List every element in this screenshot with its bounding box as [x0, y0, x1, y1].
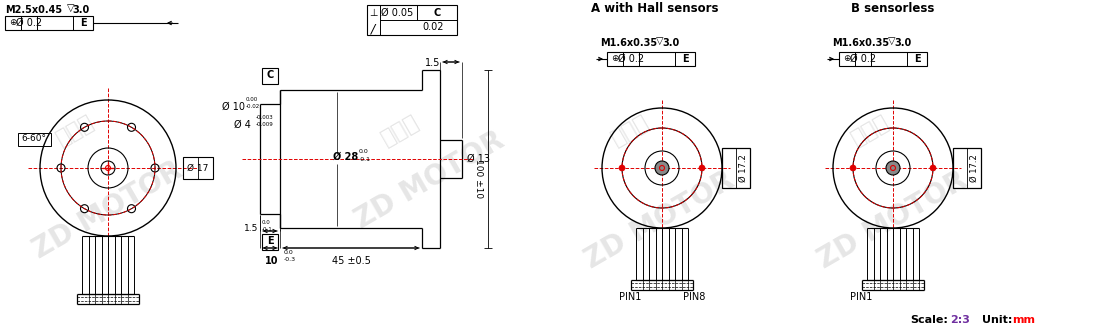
- Text: -0.1: -0.1: [359, 157, 371, 162]
- Text: Ø 0.05: Ø 0.05: [381, 8, 413, 18]
- Text: Ø 0.2: Ø 0.2: [850, 54, 876, 64]
- Text: Ø 28: Ø 28: [333, 152, 358, 162]
- Text: PIN8: PIN8: [682, 292, 706, 302]
- Circle shape: [699, 165, 704, 171]
- Text: E: E: [80, 18, 87, 28]
- Text: -0.3: -0.3: [284, 257, 296, 262]
- Text: 3.0: 3.0: [893, 38, 911, 48]
- Text: Ø 0.2: Ø 0.2: [618, 54, 644, 64]
- Bar: [262, 68, 278, 84]
- Circle shape: [930, 165, 936, 171]
- Text: ⊥: ⊥: [369, 8, 377, 18]
- Text: Ø 4: Ø 4: [234, 120, 251, 130]
- Text: 1.5: 1.5: [425, 58, 441, 68]
- Text: 0.0: 0.0: [262, 220, 270, 225]
- Text: ⊕: ⊕: [843, 54, 851, 63]
- Text: mm: mm: [1012, 315, 1035, 325]
- Bar: [953, 148, 981, 188]
- Text: ZD MOTOR: ZD MOTOR: [351, 126, 510, 234]
- Circle shape: [850, 165, 856, 171]
- Text: A with Hall sensors: A with Hall sensors: [591, 2, 719, 15]
- Text: Ø 10: Ø 10: [222, 102, 245, 112]
- Text: PIN1: PIN1: [850, 292, 873, 302]
- Text: -0.009: -0.009: [256, 122, 274, 127]
- Bar: [722, 148, 750, 188]
- Text: E: E: [681, 54, 688, 64]
- Text: 6-60°: 6-60°: [22, 134, 46, 143]
- Text: 0.0: 0.0: [359, 149, 369, 154]
- Text: Ø 0.2: Ø 0.2: [16, 18, 42, 28]
- Text: PIN1: PIN1: [619, 292, 641, 302]
- Text: ZD MOTOR: ZD MOTOR: [580, 166, 740, 274]
- Text: M2.5x0.45: M2.5x0.45: [5, 5, 63, 15]
- Text: ▽: ▽: [67, 3, 75, 13]
- Text: ▽: ▽: [656, 36, 664, 46]
- Text: 萬至達: 萬至達: [847, 111, 892, 149]
- Circle shape: [619, 165, 625, 171]
- Text: E: E: [267, 236, 274, 246]
- Text: 1.5: 1.5: [244, 224, 258, 233]
- Text: 萬至達: 萬至達: [53, 111, 98, 149]
- Text: Ø 17: Ø 17: [187, 164, 209, 172]
- Text: 3.0: 3.0: [662, 38, 679, 48]
- Text: Ø 17.2: Ø 17.2: [739, 154, 747, 182]
- Text: -0.003: -0.003: [256, 115, 274, 120]
- Text: C: C: [433, 8, 441, 18]
- Text: B sensorless: B sensorless: [852, 2, 934, 15]
- Text: Scale:: Scale:: [910, 315, 947, 325]
- Bar: [839, 52, 926, 66]
- Circle shape: [886, 161, 900, 175]
- Text: ▽: ▽: [888, 36, 896, 46]
- Text: Ø 17.2: Ø 17.2: [969, 154, 978, 182]
- Text: 100 ±10: 100 ±10: [474, 159, 482, 198]
- Circle shape: [655, 161, 669, 175]
- Text: /: /: [370, 22, 375, 35]
- Text: 萬至達: 萬至達: [378, 111, 422, 149]
- Text: 45 ±0.5: 45 ±0.5: [332, 256, 370, 266]
- Text: ⊕: ⊕: [9, 18, 16, 27]
- Text: Ø 13: Ø 13: [467, 154, 490, 164]
- Text: 0.0: 0.0: [284, 250, 293, 255]
- Text: ⊕: ⊕: [611, 54, 619, 63]
- Text: -0.02: -0.02: [246, 104, 260, 109]
- Bar: [607, 52, 695, 66]
- Text: 萬至達: 萬至達: [608, 111, 653, 149]
- Text: 2:3: 2:3: [950, 315, 970, 325]
- Bar: [5, 16, 93, 30]
- Text: -0.1: -0.1: [262, 227, 273, 232]
- Text: 0.00: 0.00: [246, 97, 258, 102]
- Text: 0.02: 0.02: [422, 22, 444, 32]
- Bar: [184, 157, 213, 179]
- Bar: [18, 133, 51, 146]
- Text: C: C: [266, 70, 274, 80]
- Text: 3.0: 3.0: [73, 5, 89, 15]
- Text: E: E: [913, 54, 920, 64]
- Text: M1.6x0.35: M1.6x0.35: [600, 38, 657, 48]
- Text: 10: 10: [265, 256, 279, 266]
- Text: ZD MOTOR: ZD MOTOR: [813, 166, 973, 274]
- Text: ZD MOTOR: ZD MOTOR: [29, 156, 188, 264]
- Text: Unit:: Unit:: [983, 315, 1012, 325]
- Bar: [367, 5, 457, 35]
- Text: M1.6x0.35: M1.6x0.35: [832, 38, 889, 48]
- Bar: [262, 234, 278, 250]
